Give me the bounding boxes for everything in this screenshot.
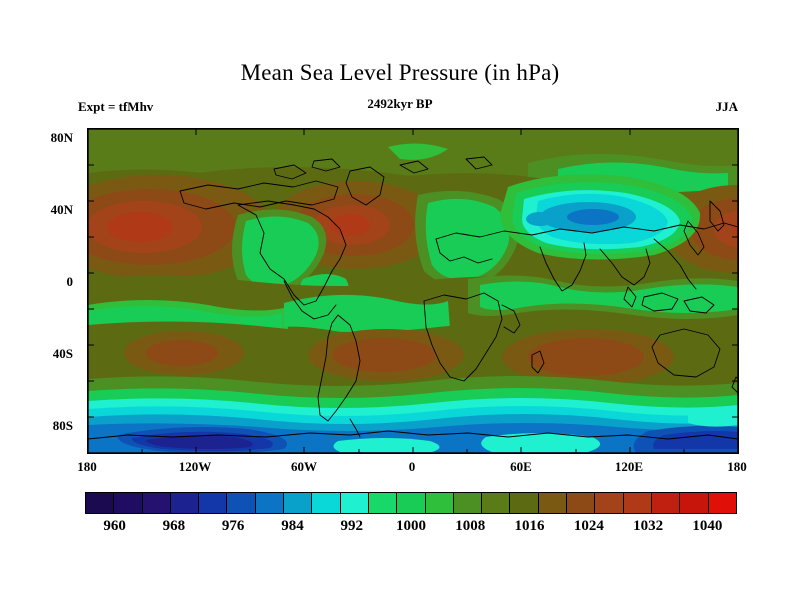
- colorbar-cell: [339, 493, 368, 513]
- colorbar-tick-label: 1008: [455, 518, 486, 534]
- colorbar-cell: [650, 493, 680, 513]
- xtick-label: 120E: [614, 459, 644, 474]
- colorbar-tick-label: 1040: [692, 518, 723, 534]
- colorbar-cell: [311, 493, 340, 513]
- colorbar-cell: [707, 493, 736, 513]
- colorbar-cell: [537, 493, 567, 513]
- ytick-label: 40N: [50, 202, 73, 217]
- experiment-label: Expt = tfMhv: [78, 99, 154, 114]
- colorbar-cell: [367, 493, 397, 513]
- colorbar-tick-label: 1024: [573, 518, 604, 534]
- xtick-label: 180: [77, 459, 97, 474]
- colorbar-cell: [481, 493, 510, 513]
- xtick-label: 120W: [178, 459, 212, 474]
- xtick-label: 0: [408, 459, 416, 474]
- colorbar-cell: [396, 493, 425, 513]
- colorbar-cell: [86, 493, 114, 513]
- xtick-label: 180: [727, 459, 747, 474]
- chart-subtitle: 2492kyr BP: [367, 96, 433, 111]
- ytick-label: 0: [66, 274, 74, 289]
- colorbar-tick-label: 968: [162, 518, 186, 534]
- colorbar-cell: [679, 493, 708, 513]
- colorbar-tick-label: 1032: [633, 518, 664, 534]
- colorbar-cell: [566, 493, 595, 513]
- colorbar-cell: [254, 493, 284, 513]
- colorbar-tick-label: 992: [340, 518, 363, 534]
- ytick-label: 80S: [52, 418, 73, 433]
- colorbar-cell: [452, 493, 482, 513]
- ytick-label: 40S: [52, 346, 73, 361]
- colorbar-cell: [594, 493, 623, 513]
- colorbar-cell: [141, 493, 170, 513]
- colorbar-cell: [169, 493, 199, 513]
- colorbar-cell: [283, 493, 312, 513]
- colorbar-cell: [424, 493, 453, 513]
- colorbar: [85, 492, 737, 514]
- colorbar-cell: [226, 493, 255, 513]
- page-title: Mean Sea Level Pressure (in hPa): [240, 60, 560, 85]
- xtick-label: 60E: [510, 459, 532, 474]
- season-label: JJA: [715, 99, 738, 114]
- colorbar-cell: [622, 493, 651, 513]
- colorbar-tick-label: 1000: [396, 518, 426, 534]
- colorbar-tick-label: 984: [281, 518, 304, 534]
- colorbar-cell: [113, 493, 142, 513]
- ytick-label: 80N: [50, 130, 73, 145]
- xtick-label: 60W: [291, 459, 317, 474]
- colorbar-cell: [509, 493, 538, 513]
- colorbar-tick-label: 976: [221, 518, 245, 534]
- colorbar-cell: [198, 493, 227, 513]
- colorbar-tick-label: 1016: [514, 518, 545, 534]
- colorbar-tick-label: 960: [103, 518, 126, 534]
- map-plot-area: [87, 128, 739, 454]
